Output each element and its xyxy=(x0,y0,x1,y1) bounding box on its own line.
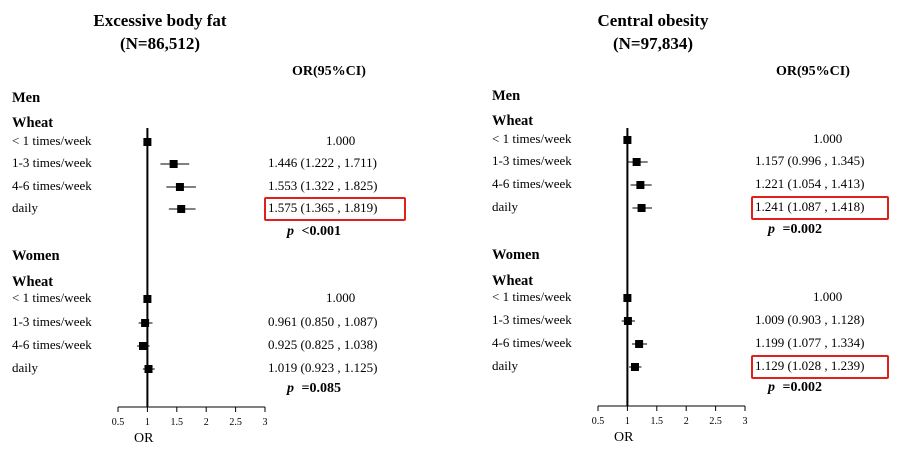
or-point-marker xyxy=(143,295,152,303)
chart-title: Central obesity xyxy=(597,11,709,30)
ci-column-header: OR(95%CI) xyxy=(292,64,366,79)
group-food-label: Wheat xyxy=(12,274,54,290)
group-food-label: Wheat xyxy=(12,115,54,131)
panel-excessive-body-fat: Excessive body fat (N=86,512) OR(95%CI) 0.5… xyxy=(12,11,406,446)
x-tick-label: 2 xyxy=(204,417,209,428)
x-axis-label: OR xyxy=(614,430,634,445)
group-sex-label: Men xyxy=(492,88,521,104)
group-food-label: Wheat xyxy=(492,273,534,289)
x-tick-label: 1 xyxy=(145,417,150,428)
panel-central-obesity: Central obesity (N=97,834) OR(95%CI) 0.5 1 1.… xyxy=(451,0,902,454)
or-ci-text: 1.199 (1.077 , 1.334) xyxy=(755,335,865,350)
x-tick-label: 0.5 xyxy=(592,416,605,427)
x-tick-label: 3 xyxy=(743,416,748,427)
x-tick-label: 3 xyxy=(263,417,268,428)
p-value-text: =0.002 xyxy=(779,380,822,395)
or-point-marker xyxy=(177,205,186,213)
or-ci-text: 1.000 xyxy=(813,131,843,146)
group-sex-label: Women xyxy=(492,247,540,263)
or-ci-text: 1.553 (1.322 , 1.825) xyxy=(268,178,378,193)
or-point-marker xyxy=(632,158,641,166)
ci-column-header: OR(95%CI) xyxy=(776,64,850,79)
row-label: < 1 times/week xyxy=(12,133,92,148)
p-label: p xyxy=(768,222,775,237)
x-tick-label: 1.5 xyxy=(651,416,664,427)
row-label: daily xyxy=(492,199,518,214)
p-value-text: =0.002 xyxy=(779,222,822,237)
highlight-box xyxy=(264,197,406,221)
chart-subtitle: (N=86,512) xyxy=(119,34,201,53)
or-ci-text: 1.000 xyxy=(326,133,356,148)
row-label: 4-6 times/week xyxy=(492,176,572,191)
row-label: 4-6 times/week xyxy=(492,335,572,350)
or-ci-text: 1.000 xyxy=(326,290,356,305)
p-value: p =0.002 xyxy=(768,380,822,396)
p-label: p xyxy=(287,381,294,396)
row-label: 4-6 times/week xyxy=(12,337,92,352)
or-point-marker xyxy=(623,294,632,302)
or-point-marker xyxy=(635,340,644,348)
or-point-marker xyxy=(138,342,147,350)
or-point-marker xyxy=(143,138,152,146)
row-label: < 1 times/week xyxy=(492,131,572,146)
row-label: < 1 times/week xyxy=(492,289,572,304)
or-point-marker xyxy=(144,365,153,373)
or-point-marker xyxy=(623,317,632,325)
forest-plot-svg: 0.5 1 1.5 2 2.5 3 xyxy=(592,128,748,427)
row-label: daily xyxy=(492,358,518,373)
p-label: p xyxy=(768,380,775,395)
or-ci-text: 1.157 (0.996 , 1.345) xyxy=(755,153,865,168)
x-tick-label: 2 xyxy=(684,416,689,427)
or-point-marker xyxy=(141,319,150,327)
highlight-box xyxy=(751,355,889,379)
x-axis-label: OR xyxy=(134,431,154,446)
x-tick-label: 2.5 xyxy=(709,416,722,427)
p-value: p =0.085 xyxy=(287,381,341,397)
or-point-marker xyxy=(623,136,632,144)
p-value: p <0.001 xyxy=(287,224,341,240)
row-label: daily xyxy=(12,360,38,375)
or-ci-text: 1.009 (0.903 , 1.128) xyxy=(755,312,865,327)
chart-subtitle: (N=97,834) xyxy=(612,34,694,53)
row-label: < 1 times/week xyxy=(12,290,92,305)
or-point-marker xyxy=(175,183,184,191)
highlight-box xyxy=(751,196,889,220)
row-label: 1-3 times/week xyxy=(492,312,572,327)
or-point-marker xyxy=(169,160,178,168)
group-sex-label: Women xyxy=(12,248,60,264)
row-label: 1-3 times/week xyxy=(12,314,92,329)
group-sex-label: Men xyxy=(12,90,41,106)
or-ci-text: 1.129 (1.028 , 1.239) xyxy=(755,358,865,373)
p-value-text: <0.001 xyxy=(298,224,341,239)
or-ci-text: 1.241 (1.087 , 1.418) xyxy=(755,199,865,214)
row-label: daily xyxy=(12,200,38,215)
or-ci-text: 1.575 (1.365 , 1.819) xyxy=(268,200,378,215)
x-tick-label: 1 xyxy=(625,416,630,427)
group-food-label: Wheat xyxy=(492,113,534,129)
or-ci-text: 1.446 (1.222 , 1.711) xyxy=(268,155,377,170)
or-ci-text: 1.019 (0.923 , 1.125) xyxy=(268,360,378,375)
row-label: 1-3 times/week xyxy=(12,155,92,170)
row-label: 1-3 times/week xyxy=(492,153,572,168)
or-point-marker xyxy=(637,204,646,212)
or-point-marker xyxy=(636,181,645,189)
p-value: p =0.002 xyxy=(768,222,822,238)
x-tick-label: 1.5 xyxy=(171,417,184,428)
chart-title: Excessive body fat xyxy=(93,11,227,30)
x-tick-label: 0.5 xyxy=(112,417,125,428)
or-ci-text: 1.000 xyxy=(813,289,843,304)
or-ci-text: 0.961 (0.850 , 1.087) xyxy=(268,314,378,329)
x-tick-label: 2.5 xyxy=(229,417,242,428)
or-point-marker xyxy=(630,363,639,371)
or-ci-text: 1.221 (1.054 , 1.413) xyxy=(755,176,865,191)
or-ci-text: 0.925 (0.825 , 1.038) xyxy=(268,337,378,352)
forest-plot-svg: 0.5 1 1.5 2 2.5 3 xyxy=(112,128,268,428)
p-value-text: =0.085 xyxy=(298,381,341,396)
p-label: p xyxy=(287,224,294,239)
row-label: 4-6 times/week xyxy=(12,178,92,193)
